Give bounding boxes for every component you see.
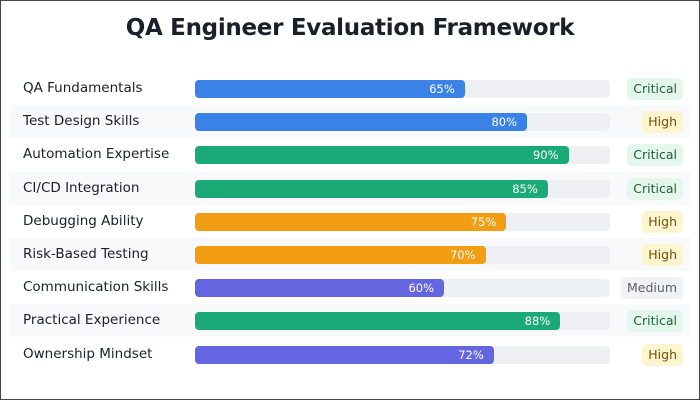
- bar-row: Automation Expertise 90% Critical: [9, 138, 691, 171]
- bar: 80%: [195, 113, 527, 132]
- value-label: 70%: [449, 248, 476, 262]
- category-label: CI/CD Integration: [23, 179, 140, 196]
- bar-track: 85%: [195, 179, 610, 198]
- value-label: 88%: [524, 314, 551, 329]
- priority-badge: High: [642, 210, 683, 233]
- priority-badge: Critical: [627, 177, 683, 200]
- category-label: Practical Experience: [23, 312, 161, 329]
- bar-row: Debugging Ability 75% High: [9, 205, 691, 238]
- bar-track: 65%: [195, 80, 610, 98]
- bar-track: 60%: [195, 279, 610, 298]
- bar-row: QA Fundamentals 65% Critical: [9, 72, 691, 105]
- bar: 90%: [195, 146, 569, 165]
- bar: 85%: [195, 179, 548, 198]
- bar: 60%: [195, 279, 444, 298]
- category-label: Ownership Mindset: [23, 345, 153, 362]
- priority-badge: High: [642, 111, 683, 134]
- bar-row: CI/CD Integration 85% Critical: [9, 171, 691, 205]
- priority-badge: Critical: [627, 144, 683, 167]
- category-label: Risk-Based Testing: [23, 246, 149, 262]
- bar-track: 75%: [195, 212, 610, 231]
- value-label: 90%: [532, 148, 559, 163]
- category-label: QA Fundamentals: [23, 80, 143, 96]
- bar: 88%: [195, 312, 561, 331]
- value-label: 60%: [408, 281, 434, 296]
- value-label: 85%: [512, 181, 538, 196]
- value-label: 80%: [491, 115, 517, 130]
- bar-track: 70%: [195, 246, 610, 264]
- bar-row: Communication Skills 60% Medium: [9, 271, 691, 304]
- priority-badge: Critical: [627, 310, 683, 333]
- priority-badge: High: [642, 343, 683, 366]
- bar: 70%: [195, 246, 486, 264]
- bar-row: Test Design Skills 80% High: [9, 105, 691, 139]
- category-label: Communication Skills: [23, 279, 169, 296]
- priority-badge: Medium: [621, 277, 683, 300]
- value-label: 65%: [429, 82, 455, 96]
- category-label: Debugging Ability: [23, 212, 144, 229]
- value-label: 75%: [470, 214, 497, 229]
- bar-row: Risk-Based Testing 70% High: [9, 238, 691, 271]
- bar-track: 80%: [195, 113, 610, 132]
- category-label: Automation Expertise: [23, 146, 170, 163]
- bar-row: Practical Experience 88% Critical: [9, 304, 691, 338]
- bar: 65%: [195, 80, 465, 98]
- bar: 75%: [195, 212, 507, 231]
- chart-title: QA Engineer Evaluation Framework: [125, 15, 575, 41]
- priority-badge: Critical: [627, 78, 683, 100]
- bar-track: 90%: [195, 146, 610, 165]
- category-label: Test Design Skills: [23, 113, 140, 130]
- value-label: 72%: [458, 347, 484, 362]
- bar: 72%: [195, 345, 494, 364]
- bar-track: 88%: [195, 312, 610, 331]
- bar-row: Ownership Mindset 72% High: [9, 338, 691, 371]
- priority-badge: High: [642, 244, 683, 266]
- bar-track: 72%: [195, 345, 610, 364]
